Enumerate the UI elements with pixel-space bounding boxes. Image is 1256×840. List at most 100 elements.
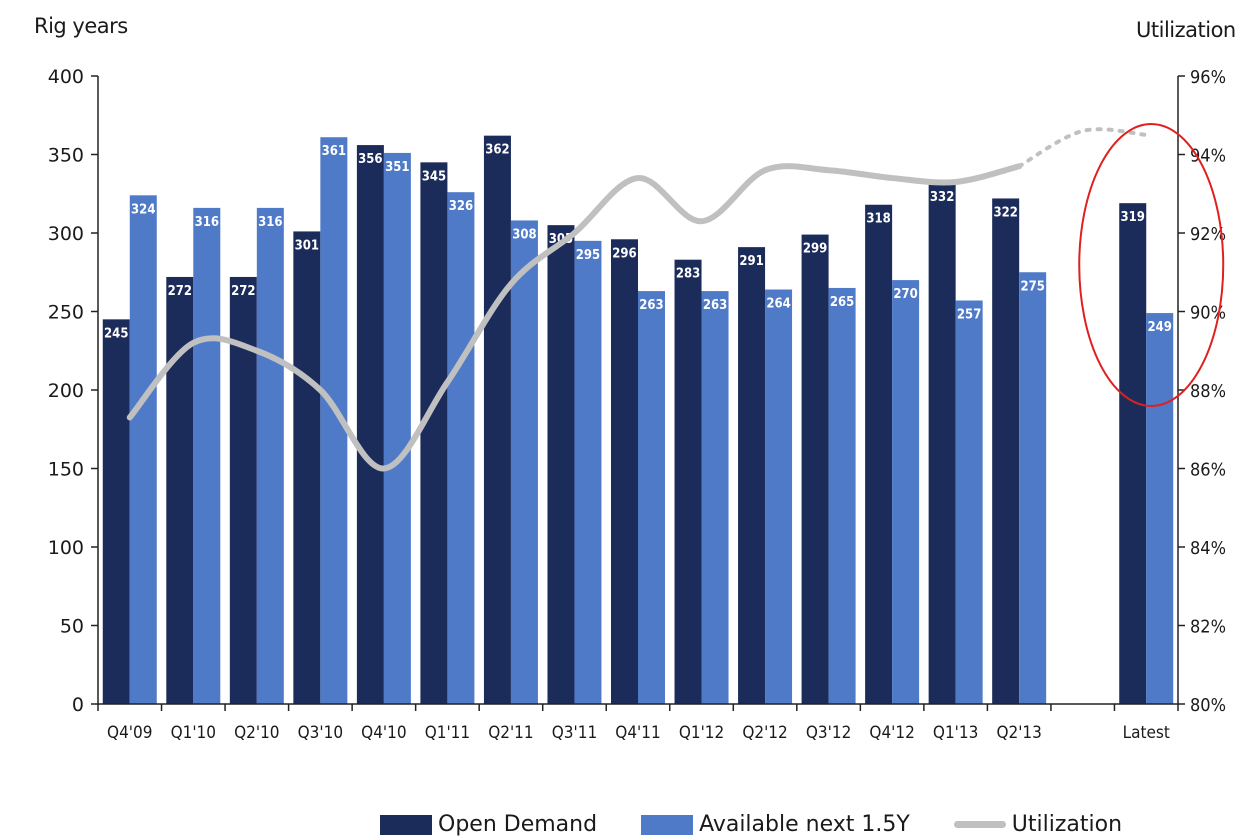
bar-available-10 — [765, 289, 793, 704]
x-tick-label-10: Q2'12 — [742, 723, 787, 743]
left-tick-label-4: 200 — [48, 380, 84, 402]
data-label-available-5: 326 — [449, 199, 473, 214]
legend-item-open-demand: Open Demand — [380, 812, 597, 837]
right-tick-label-1: 82% — [1190, 617, 1226, 638]
data-label-open-demand-6: 362 — [485, 143, 509, 158]
bar-available-0 — [129, 195, 157, 704]
right-tick-label-0: 80% — [1190, 695, 1226, 716]
x-tick-label-16: Latest — [1123, 723, 1170, 743]
bar-open-demand-5 — [420, 162, 448, 705]
legend-label-open-demand: Open Demand — [438, 812, 598, 837]
data-label-available-11: 265 — [830, 295, 854, 310]
bar-available-1 — [193, 207, 221, 704]
bar-available-12 — [892, 280, 920, 704]
data-label-open-demand-0: 245 — [104, 326, 128, 341]
right-tick-label-8: 96% — [1190, 67, 1226, 88]
x-tick-label-8: Q4'11 — [615, 723, 660, 743]
highlight-ellipse — [1078, 123, 1225, 407]
data-label-available-6: 308 — [512, 227, 536, 242]
data-label-open-demand-2: 272 — [231, 284, 255, 299]
left-tick-label-3: 150 — [48, 459, 84, 481]
right-tick-label-4: 88% — [1190, 381, 1226, 402]
data-label-available-8: 263 — [639, 298, 663, 313]
data-label-available-3: 361 — [322, 144, 346, 159]
legend-item-utilization: Utilization — [953, 812, 1123, 837]
data-label-available-12: 270 — [893, 287, 917, 302]
bar-available-4 — [383, 152, 411, 704]
data-label-available-0: 324 — [131, 202, 155, 217]
bar-available-8 — [638, 291, 665, 704]
left-tick-label-5: 250 — [48, 302, 84, 324]
legend-label-utilization: Utilization — [1011, 812, 1123, 837]
data-label-open-demand-12: 318 — [866, 212, 890, 227]
data-label-open-demand-3: 301 — [295, 238, 319, 253]
x-tick-label-9: Q1'12 — [679, 723, 724, 743]
bar-open-demand-10 — [738, 247, 766, 704]
bar-available-6 — [510, 220, 538, 704]
bar-available-14 — [1019, 272, 1047, 704]
data-label-open-demand-11: 299 — [803, 242, 827, 257]
left-tick-label-2: 100 — [48, 537, 84, 559]
data-label-open-demand-5: 345 — [422, 169, 446, 184]
bar-available-2 — [256, 207, 284, 704]
bar-open-demand-3 — [293, 231, 321, 704]
data-label-open-demand-9: 283 — [676, 267, 700, 282]
x-tick-label-14: Q2'13 — [996, 723, 1041, 743]
data-label-available-14: 275 — [1020, 279, 1044, 294]
bar-open-demand-7 — [547, 225, 575, 704]
left-tick-label-0: 0 — [72, 694, 84, 716]
left-tick-label-8: 400 — [48, 66, 84, 88]
bar-available-16 — [1146, 313, 1174, 704]
data-label-open-demand-13: 332 — [930, 190, 954, 205]
x-tick-label-7: Q3'11 — [552, 723, 597, 743]
legend-swatch-available — [641, 814, 694, 835]
bar-available-9 — [701, 291, 729, 704]
data-label-available-13: 257 — [957, 308, 981, 323]
x-tick-label-13: Q1'13 — [933, 723, 978, 743]
data-label-available-2: 316 — [258, 215, 282, 230]
bar-open-demand-4 — [356, 145, 384, 704]
bar-open-demand-8 — [611, 239, 638, 704]
bar-available-7 — [574, 240, 602, 704]
bar-open-demand-1 — [166, 276, 194, 704]
data-label-open-demand-1: 272 — [168, 284, 192, 299]
legend-swatch-utilization — [953, 821, 1006, 828]
bar-open-demand-0 — [102, 319, 130, 704]
utilization-line-projection — [1017, 127, 1149, 169]
bar-open-demand-13 — [928, 182, 956, 704]
right-tick-label-3: 86% — [1190, 460, 1226, 481]
data-label-available-9: 263 — [703, 298, 727, 313]
left-tick-label-7: 350 — [48, 145, 84, 167]
x-tick-label-6: Q2'11 — [488, 723, 533, 743]
bar-open-demand-11 — [801, 234, 829, 704]
data-label-open-demand-8: 296 — [612, 246, 636, 261]
data-label-available-10: 264 — [766, 297, 790, 312]
utilization-line — [126, 163, 1023, 472]
data-label-available-16: 249 — [1148, 320, 1172, 335]
data-label-open-demand-4: 356 — [358, 152, 382, 167]
data-label-available-7: 295 — [576, 248, 600, 263]
bar-open-demand-14 — [992, 198, 1020, 704]
bar-available-13 — [955, 300, 983, 704]
x-tick-label-2: Q2'10 — [234, 723, 279, 743]
legend-item-available: Available next 1.5Y — [641, 812, 910, 837]
bar-open-demand-6 — [483, 135, 511, 704]
x-tick-label-12: Q4'12 — [869, 723, 914, 743]
x-tick-label-5: Q1'11 — [425, 723, 470, 743]
bar-open-demand-9 — [674, 259, 702, 704]
bar-available-5 — [447, 192, 475, 704]
x-tick-label-4: Q4'10 — [361, 723, 406, 743]
data-label-available-4: 351 — [385, 160, 409, 175]
right-axis-title: Utilization — [1136, 18, 1236, 42]
x-tick-label-1: Q1'10 — [171, 723, 216, 743]
x-tick-label-11: Q3'12 — [806, 723, 851, 743]
right-tick-label-6: 92% — [1190, 224, 1226, 245]
legend: Open Demand Available next 1.5Y Utilizat… — [380, 812, 1166, 837]
x-tick-label-0: Q4'09 — [107, 723, 152, 743]
legend-label-available: Available next 1.5Y — [699, 812, 910, 837]
data-label-open-demand-10: 291 — [739, 254, 763, 269]
bar-open-demand-16 — [1119, 203, 1147, 705]
right-tick-label-7: 94% — [1190, 146, 1226, 167]
left-tick-label-6: 300 — [48, 223, 84, 245]
